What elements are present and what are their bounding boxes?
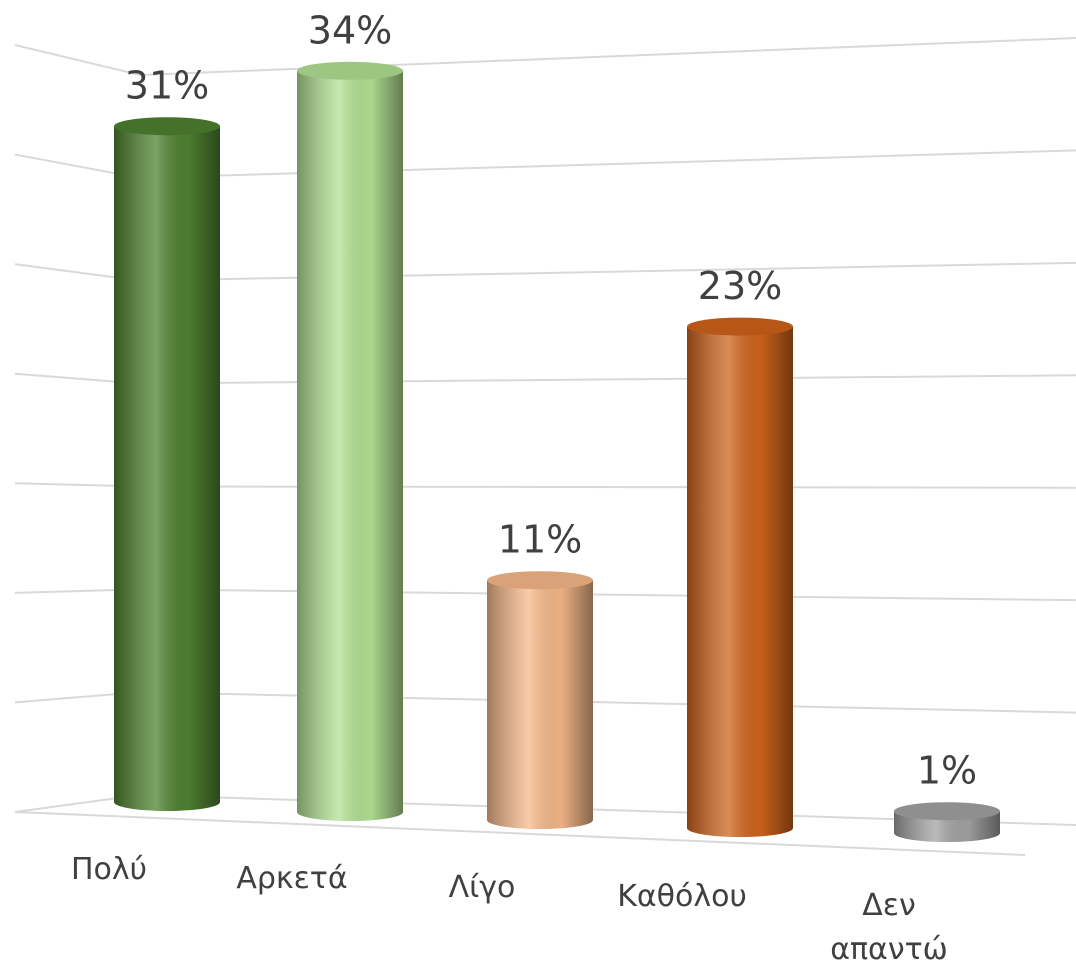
bar-part [114, 126, 220, 811]
bar [487, 571, 593, 829]
x-tick-label: Καθόλου [617, 879, 747, 914]
value-label: 23% [698, 264, 782, 308]
bar-part [297, 70, 403, 822]
x-tick-label: Λίγο [448, 870, 516, 905]
x-tick-label: Πολύ [70, 852, 148, 887]
bar [894, 802, 1000, 842]
x-tick-label: Δεν απαντώ [830, 888, 948, 967]
bar-part [687, 326, 793, 837]
x-tick-label: Αρκετά [236, 861, 348, 896]
bar-part [487, 571, 593, 590]
value-label: 1% [917, 749, 977, 793]
value-label: 31% [125, 64, 209, 108]
bar-part [894, 802, 1000, 821]
bar-part [297, 61, 403, 80]
bar-part [687, 317, 793, 336]
bar [114, 117, 220, 811]
bar-part [114, 117, 220, 136]
bar [297, 61, 403, 822]
bar-part [487, 571, 593, 590]
bar-part [297, 61, 403, 80]
floor-edge [14, 811, 1026, 856]
bar-part [114, 117, 220, 136]
value-label: 11% [498, 518, 582, 562]
bar [687, 317, 793, 837]
value-label: 34% [308, 8, 392, 52]
bar-part [487, 580, 593, 829]
grid-line [14, 37, 1076, 77]
bar-part [894, 802, 1000, 821]
bar-part [687, 317, 793, 336]
